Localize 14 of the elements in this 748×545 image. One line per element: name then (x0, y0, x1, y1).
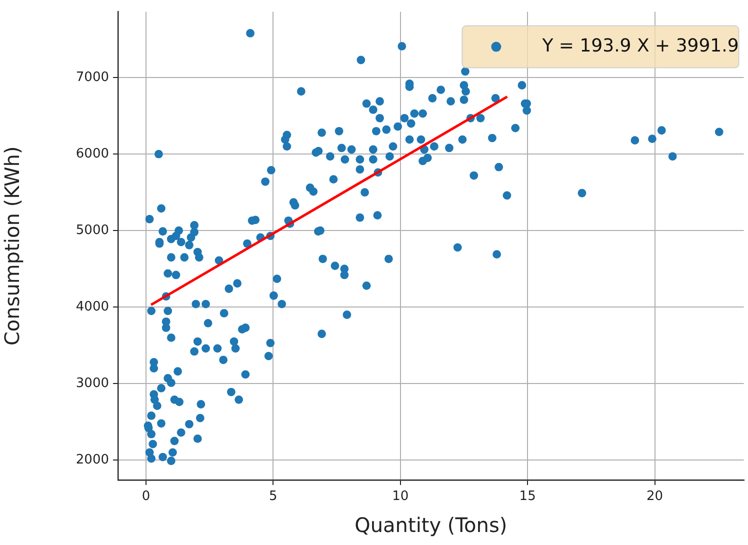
x-tick-label: 10 (392, 489, 409, 504)
x-tick-label: 0 (142, 489, 150, 504)
legend-label: Y = 193.9 X + 3991.9 (541, 35, 739, 56)
y-axis-title: Consumption (KWh) (0, 146, 24, 346)
y-tick-label: 6000 (76, 146, 109, 162)
x-axis-title: Quantity (Tons) (354, 513, 508, 538)
y-tick-label: 5000 (76, 222, 109, 238)
x-tick-label: 5 (269, 489, 278, 504)
y-tick-label: 4000 (76, 299, 109, 314)
x-tick-label: 15 (519, 489, 536, 504)
y-tick-label: 3000 (76, 376, 109, 391)
x-tick-label: 20 (646, 489, 664, 504)
y-tick-label: 2000 (76, 452, 109, 468)
y-tick-label: 7000 (76, 70, 109, 85)
